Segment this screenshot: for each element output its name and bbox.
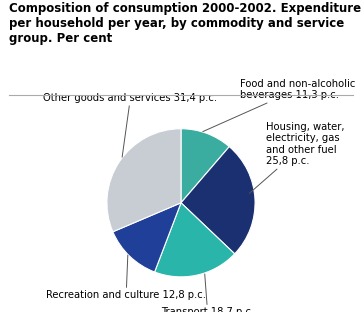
Text: Composition of consumption 2000-2002. Expenditure
per household per year, by com: Composition of consumption 2000-2002. Ex… <box>9 2 361 45</box>
Wedge shape <box>113 203 181 272</box>
Text: Transport 18,7 p.c.: Transport 18,7 p.c. <box>161 274 254 312</box>
Text: Housing, water,
electricity, gas
and other fuel
25,8 p.c.: Housing, water, electricity, gas and oth… <box>249 122 345 193</box>
Wedge shape <box>181 129 229 203</box>
Wedge shape <box>107 129 181 232</box>
Text: Other goods and services 31,4 p.c.: Other goods and services 31,4 p.c. <box>43 93 218 157</box>
Text: Recreation and culture 12,8 p.c.: Recreation and culture 12,8 p.c. <box>46 255 206 300</box>
Text: Food and non-alcoholic
beverages 11,3 p.c.: Food and non-alcoholic beverages 11,3 p.… <box>203 79 355 132</box>
Wedge shape <box>155 203 235 277</box>
Wedge shape <box>181 147 255 254</box>
